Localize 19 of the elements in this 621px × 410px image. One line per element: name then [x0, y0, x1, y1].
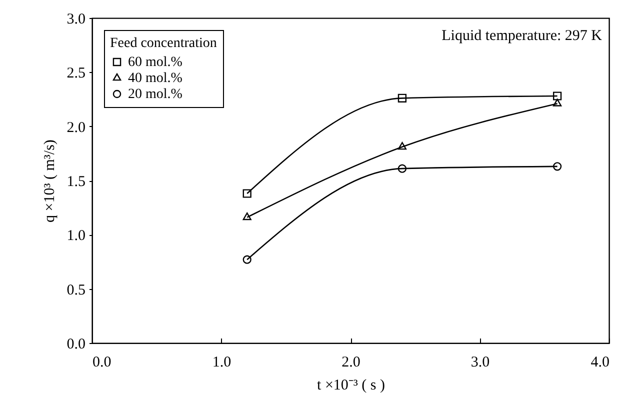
y-tick-label: 1.5: [66, 174, 86, 190]
x-tick-label: 1.0: [212, 354, 232, 370]
x-axis-title: t ×10⁻³ ( s ): [317, 378, 385, 394]
y-tick-label: 0.0: [66, 336, 86, 352]
x-tick-label: 0.0: [92, 354, 112, 370]
y-tick-label: 2.5: [66, 66, 86, 82]
y-tick-label: 3.0: [66, 12, 86, 28]
legend-label: 40 mol.%: [128, 71, 183, 86]
annotation: Liquid temperature: 297 K: [442, 28, 602, 44]
y-tick-label: 0.5: [66, 282, 86, 298]
x-tick-label: 3.0: [470, 354, 490, 370]
x-tick-label: 2.0: [342, 354, 360, 370]
x-tick-label: 4.0: [590, 354, 610, 370]
y-axis-title: q ×10³ ( m³/s): [42, 140, 58, 222]
y-tick-label: 2.0: [66, 120, 86, 136]
y-tick-label: 1.0: [66, 228, 86, 244]
legend-label: 60 mol.%: [128, 55, 183, 70]
legend-label: 20 mol.%: [128, 87, 183, 102]
legend-title: Feed concentration: [110, 36, 217, 51]
